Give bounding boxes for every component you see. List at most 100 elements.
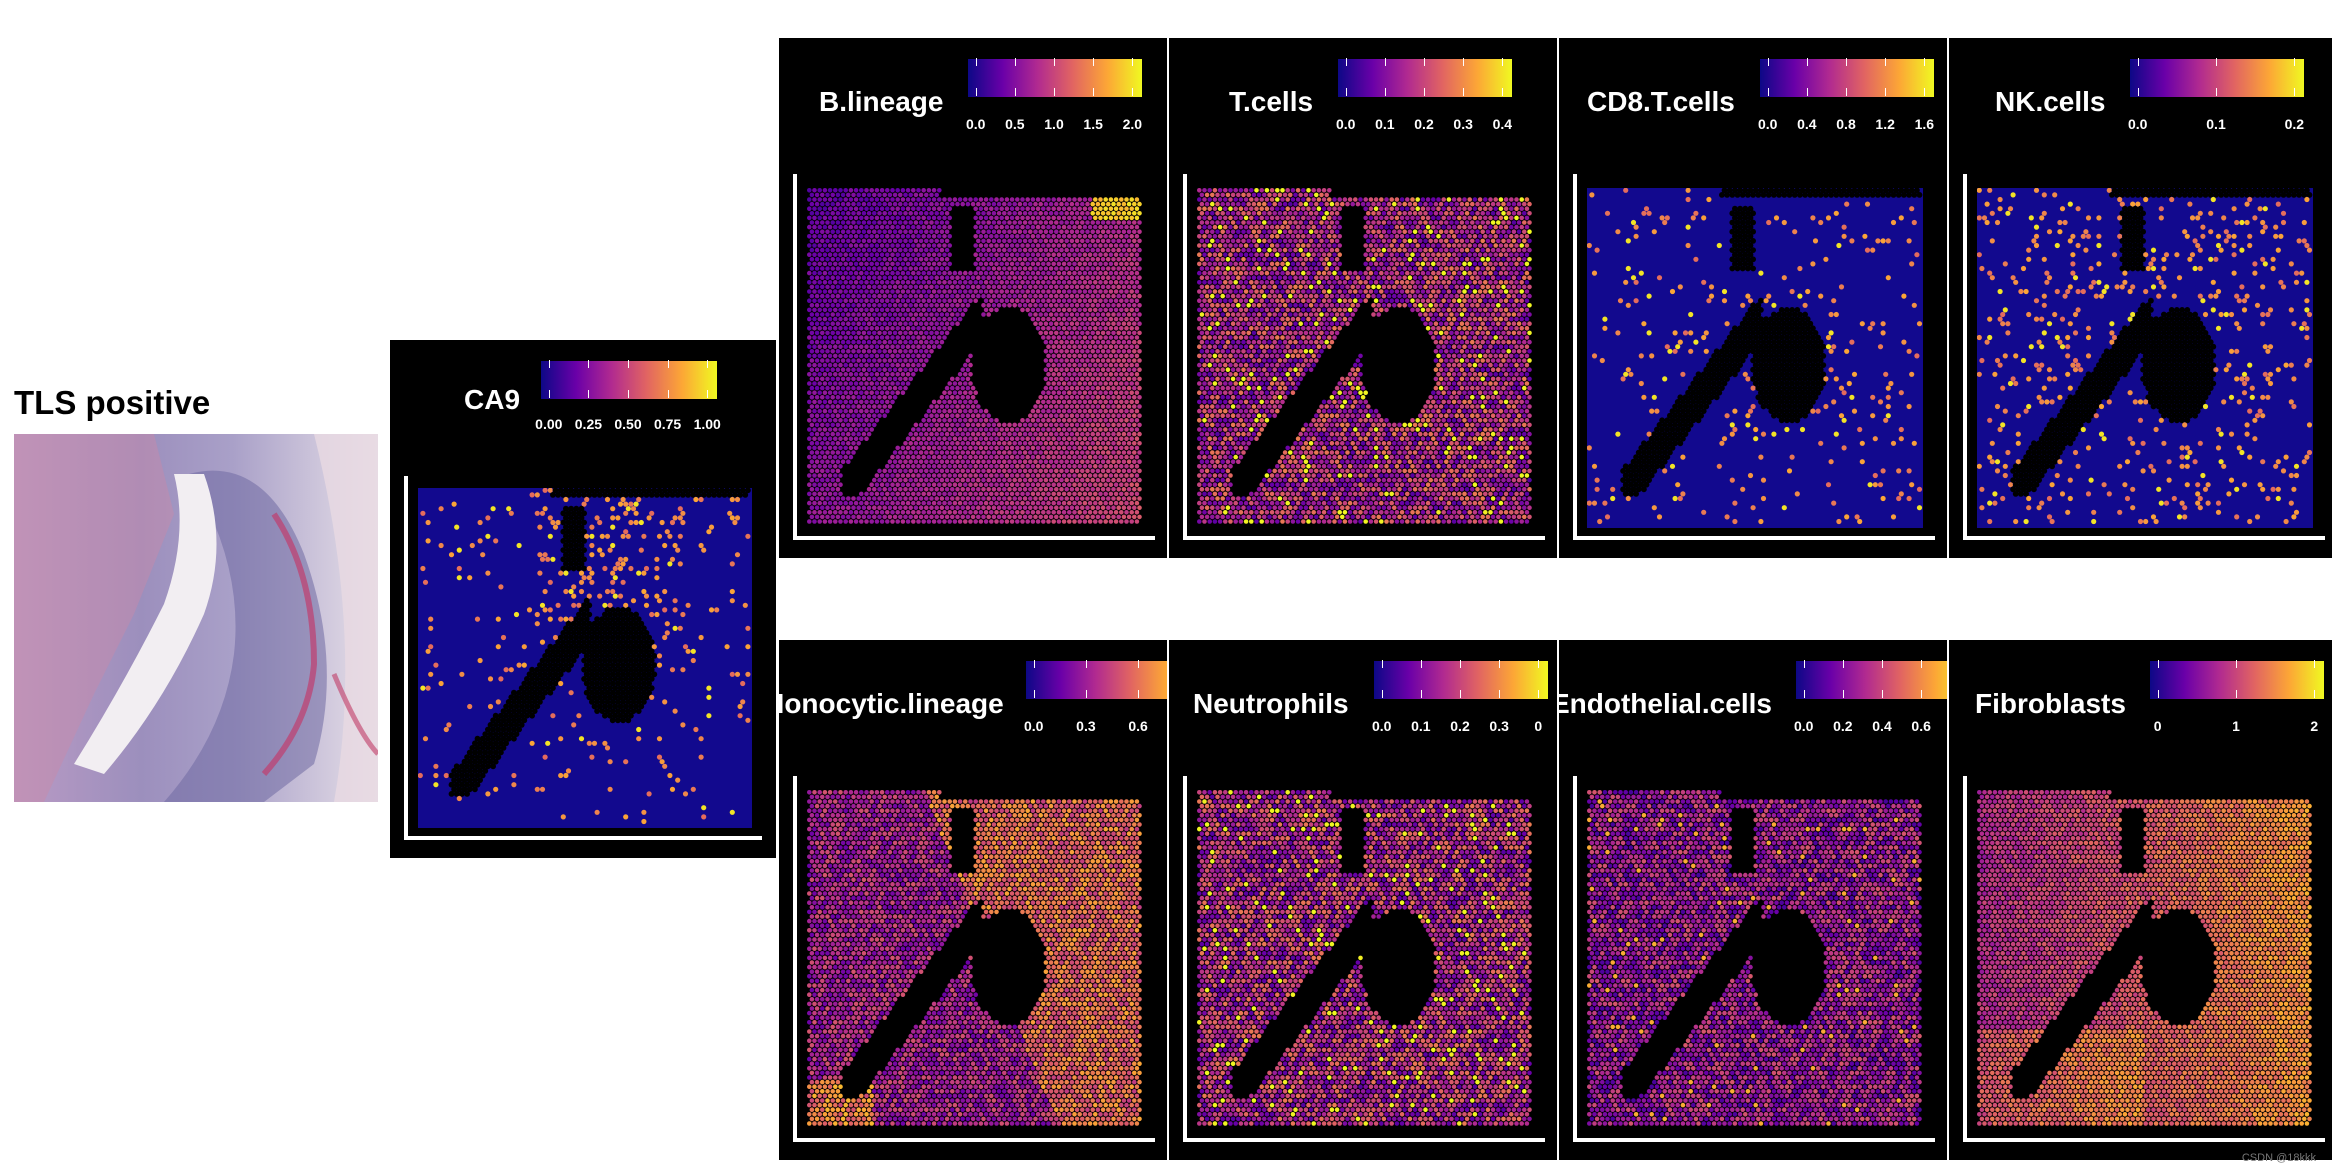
colorbar-tick-label: 2 — [2310, 718, 2318, 734]
colorbar-ticks — [1795, 660, 1947, 698]
panel-monocytic-lineage: Monocytic.lineage 0.00.30.60.9 — [779, 640, 1167, 1160]
colorbar-tick-label: 0.4 — [1872, 718, 1891, 734]
colorbar-tick — [1381, 690, 1383, 698]
colorbar-tick — [1460, 690, 1461, 698]
colorbar-tick — [975, 58, 977, 66]
colorbar-tick — [1138, 690, 1140, 698]
colorbar-tick — [707, 390, 709, 398]
spatial-spot-map — [1977, 790, 2313, 1130]
colorbar-tick — [667, 360, 669, 368]
colorbar-tick — [1420, 690, 1422, 698]
colorbar-tick — [548, 360, 550, 368]
colorbar-tick-label: 0.0 — [1024, 718, 1043, 734]
colorbar-tick — [1538, 660, 1540, 668]
colorbar-tick-label: 0.4 — [1493, 116, 1512, 132]
colorbar-tick — [1463, 58, 1465, 66]
spatial-spot-map — [418, 488, 752, 828]
colorbar-tick — [2137, 58, 2139, 66]
colorbar-tick-labels: 0.0 0.1 0.2 0.3 0 — [1372, 718, 1547, 736]
colorbar — [2149, 660, 2325, 700]
spot-map-svg — [807, 790, 1143, 1130]
spot-map-svg — [1197, 790, 1533, 1130]
colorbar-tick — [1803, 660, 1805, 668]
colorbar-ticks — [1337, 58, 1511, 96]
colorbar-tick — [1463, 88, 1465, 96]
colorbar-tick — [1882, 660, 1883, 668]
colorbar-tick-label: 1 — [2232, 718, 2240, 734]
spatial-spot-map — [807, 188, 1143, 528]
figure-title: TLS positive — [14, 384, 210, 422]
colorbar-tick — [1842, 660, 1844, 668]
x-axis-line — [1183, 536, 1545, 540]
colorbar-tick-label: 0.50 — [614, 416, 641, 432]
colorbar-tick-labels: 0.0 0.4 0.8 1.2 1.6 — [1758, 116, 1934, 134]
colorbar-tick-label: 0.3 — [1453, 116, 1472, 132]
panel-t-cells: T.cells 0.0 0.1 0.2 0.3 0.4 — [1169, 38, 1557, 558]
colorbar-tick — [1014, 58, 1016, 66]
colorbar-tick — [1093, 58, 1095, 66]
x-axis-line — [1183, 1138, 1545, 1142]
colorbar-tick — [1767, 58, 1769, 66]
colorbar-tick — [1846, 58, 1847, 66]
colorbar-tick — [707, 360, 709, 368]
colorbar-tick-label: 0.2 — [2285, 116, 2304, 132]
colorbar-tick-label: 0.2 — [1450, 718, 1469, 734]
colorbar-tick — [1921, 690, 1923, 698]
colorbar-tick-label: 0.2 — [1414, 116, 1433, 132]
y-axis-line — [1573, 776, 1577, 1142]
panel-title: NK.cells — [1995, 86, 2106, 118]
colorbar-tick-label: 0.4 — [1797, 116, 1816, 132]
colorbar-tick — [2157, 690, 2159, 698]
colorbar-tick-label: 2.0 — [1123, 116, 1142, 132]
colorbar-tick-labels: 0 1 2 — [2149, 718, 2323, 736]
colorbar-tick — [1033, 660, 1035, 668]
panel-title: CD8.T.cells — [1587, 86, 1735, 118]
colorbar-tick-label: 0.75 — [654, 416, 681, 432]
colorbar-tick — [1054, 58, 1055, 66]
y-axis-line — [793, 776, 797, 1142]
colorbar-tick — [2294, 58, 2296, 66]
colorbar — [1025, 660, 1167, 700]
colorbar-tick — [588, 390, 590, 398]
colorbar-tick — [548, 390, 550, 398]
colorbar-tick — [628, 390, 629, 398]
x-axis-line — [1963, 1138, 2325, 1142]
colorbar-tick-label: 1.5 — [1083, 116, 1102, 132]
colorbar-tick — [1138, 660, 1140, 668]
colorbar-tick — [2236, 690, 2237, 698]
panel-title: Neutrophils — [1193, 688, 1349, 720]
panel-neutrophils: Neutrophils 0.0 0.1 0.2 0.3 0 — [1169, 640, 1557, 1160]
spot-map-svg — [1977, 790, 2313, 1130]
y-axis-line — [1183, 174, 1187, 540]
colorbar-tick-label: 0.1 — [2206, 116, 2225, 132]
spatial-spot-map — [1197, 790, 1533, 1130]
x-axis-line — [1573, 536, 1935, 540]
colorbar-tick-label: 0.6 — [1911, 718, 1930, 734]
colorbar-tick — [2314, 660, 2316, 668]
colorbar-tick — [1093, 88, 1095, 96]
colorbar-tick — [1381, 660, 1383, 668]
colorbar-tick — [1499, 660, 1501, 668]
colorbar-tick-label: 1.0 — [1044, 116, 1063, 132]
spatial-spot-map — [807, 790, 1143, 1130]
watermark: CSDN @18kkk — [2242, 1152, 2316, 1164]
colorbar-tick — [1882, 690, 1883, 698]
y-axis-line — [404, 476, 408, 840]
colorbar-tick-labels: 0.0 0.1 0.2 — [2128, 116, 2304, 134]
spatial-spot-map — [1587, 790, 1923, 1130]
colorbar-tick-label: 0.25 — [575, 416, 602, 432]
colorbar-tick-labels: 0.0 0.5 1.0 1.5 2.0 — [966, 116, 1142, 134]
colorbar-tick — [2157, 660, 2159, 668]
colorbar-tick — [2236, 660, 2237, 668]
colorbar-tick — [1767, 88, 1769, 96]
colorbar-tick-label: 0 — [1534, 718, 1542, 734]
panel-cd8-t-cells: CD8.T.cells 0.0 0.4 0.8 1.2 1.6 — [1559, 38, 1947, 558]
colorbar-tick-label: 0.0 — [966, 116, 985, 132]
colorbar-tick — [1085, 690, 1087, 698]
colorbar-tick — [1033, 690, 1035, 698]
colorbar-tick-label: 0.0 — [1372, 718, 1391, 734]
colorbar-tick — [1502, 88, 1504, 96]
colorbar-tick — [2294, 88, 2296, 96]
colorbar-tick — [1132, 58, 1134, 66]
colorbar-tick — [1499, 690, 1501, 698]
